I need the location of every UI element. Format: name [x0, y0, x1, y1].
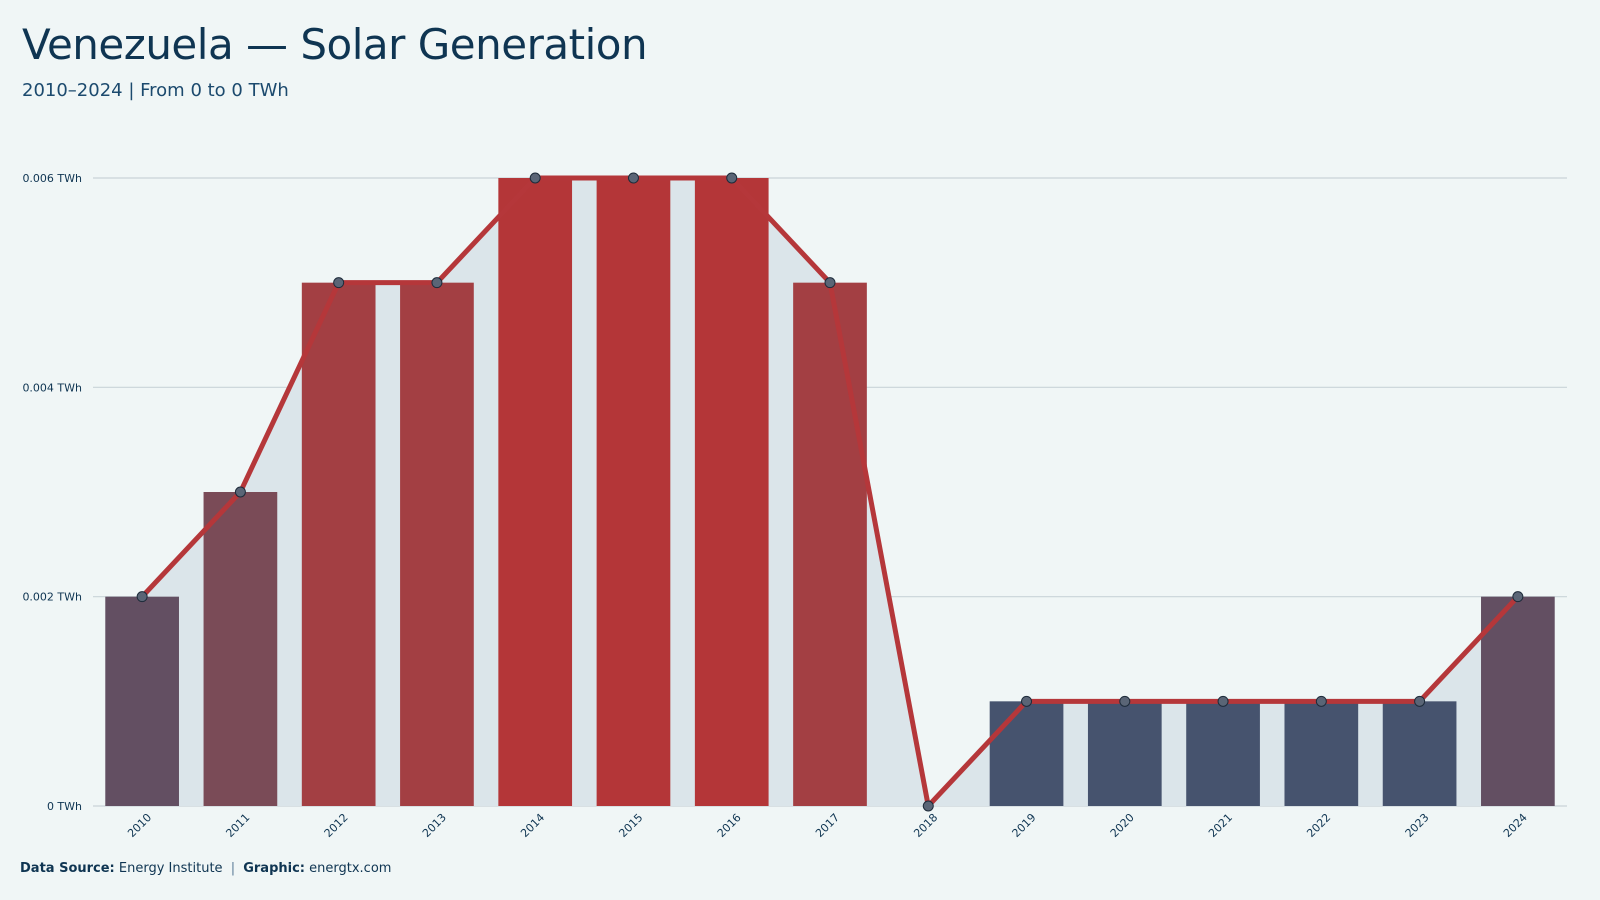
point-2020 [1119, 695, 1131, 707]
bar-2021 [1186, 701, 1260, 806]
x-axis-ticks: 2010 2011 2012 2013 2014 2015 2016 2017 2018 2019… [125, 811, 1530, 840]
point-2017 [824, 277, 836, 289]
x-tick-label: 2014 [518, 811, 547, 840]
x-tick-label: 2021 [1206, 811, 1235, 840]
bar-2011 [203, 492, 278, 806]
y-tick-label: 0.004 TWh [22, 381, 82, 394]
x-tick-label: 2010 [125, 811, 154, 840]
point-2024 [1512, 591, 1524, 603]
x-tick-label: 2012 [322, 811, 351, 840]
source-label: Data Source: [20, 861, 115, 876]
chart-footer: Data Source: Energy Institute | Graphic:… [20, 861, 391, 876]
graphic-label: Graphic: [243, 861, 305, 876]
y-tick-label: 0.002 TWh [22, 591, 82, 604]
point-2016 [726, 172, 738, 184]
x-tick-label: 2022 [1304, 811, 1333, 840]
point-2011 [234, 486, 246, 498]
point-2012 [333, 277, 345, 289]
x-tick-label: 2013 [420, 811, 449, 840]
y-axis-ticks: 0 TWh 0.002 TWh 0.004 TWh 0.006 TWh [22, 172, 82, 813]
x-tick-label: 2018 [911, 811, 940, 840]
bar-2020 [1087, 701, 1162, 806]
x-tick-label: 2020 [1108, 811, 1137, 840]
x-tick-label: 2017 [813, 811, 842, 840]
point-2014 [529, 172, 541, 184]
points [136, 172, 1524, 812]
x-tick-label: 2015 [616, 811, 645, 840]
x-tick-label: 2023 [1403, 811, 1432, 840]
x-tick-label: 2024 [1501, 811, 1530, 840]
source-value: Energy Institute [118, 861, 223, 876]
bar-2014 [498, 178, 573, 806]
bar-2017 [793, 282, 867, 807]
bar-2023 [1382, 701, 1457, 806]
bar-2019 [989, 701, 1064, 806]
footer-separator: | [230, 861, 236, 876]
bar-2015 [596, 178, 671, 806]
point-2018 [922, 800, 934, 812]
point-2022 [1315, 695, 1327, 707]
point-2010 [136, 591, 148, 603]
y-tick-label: 0.006 TWh [22, 172, 82, 185]
graphic-value: energtx.com [309, 861, 392, 876]
point-2023 [1414, 695, 1426, 707]
bar-2010 [105, 596, 179, 806]
bar-2013 [400, 282, 474, 807]
bar-2012 [301, 282, 376, 807]
x-tick-label: 2011 [223, 811, 252, 840]
point-2021 [1217, 695, 1229, 707]
bar-2016 [694, 178, 769, 806]
point-2013 [431, 277, 443, 289]
bar-2024 [1481, 596, 1555, 806]
bar-2022 [1284, 701, 1359, 806]
x-tick-label: 2016 [715, 811, 744, 840]
point-2019 [1021, 695, 1033, 707]
point-2015 [627, 172, 639, 184]
bars [105, 178, 1555, 807]
chart-title: Venezuela — Solar Generation [22, 20, 648, 69]
chart-subtitle: 2010–2024 | From 0 to 0 TWh [22, 80, 289, 101]
y-tick-label: 0 TWh [47, 800, 82, 813]
x-tick-label: 2019 [1010, 811, 1039, 840]
